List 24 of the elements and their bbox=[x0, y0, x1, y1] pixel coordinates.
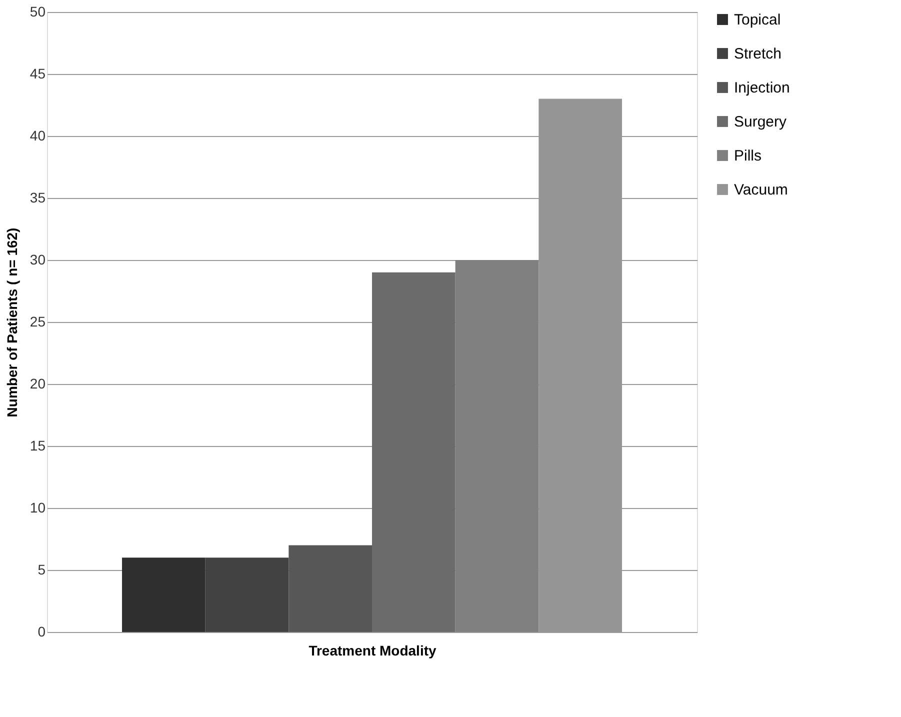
y-tick-label: 30 bbox=[30, 252, 46, 268]
legend-label: Vacuum bbox=[734, 182, 788, 198]
y-tick-label: 10 bbox=[30, 500, 46, 516]
y-tick-label: 50 bbox=[30, 4, 46, 20]
y-tick-label: 15 bbox=[30, 438, 46, 454]
y-tick-label: 5 bbox=[38, 562, 46, 578]
legend-label: Surgery bbox=[734, 114, 788, 130]
y-tick-label: 35 bbox=[30, 190, 46, 206]
bar bbox=[122, 558, 206, 632]
y-tick-label: 40 bbox=[30, 128, 46, 144]
bar bbox=[205, 558, 289, 632]
bar bbox=[455, 260, 539, 632]
legend-label: Stretch bbox=[734, 46, 782, 62]
legend-label: Pills bbox=[734, 148, 762, 164]
legend-label: Injection bbox=[734, 80, 790, 96]
y-tick-label: 20 bbox=[30, 376, 46, 392]
x-axis-title: Treatment Modality bbox=[308, 642, 436, 658]
y-axis-title: Number of Patients ( n= 162) bbox=[4, 228, 20, 418]
y-tick-label: 25 bbox=[30, 314, 46, 330]
legend-label: Topical bbox=[734, 12, 781, 28]
y-tick-label: 45 bbox=[30, 66, 46, 82]
y-tick-label: 0 bbox=[38, 624, 46, 640]
bar bbox=[288, 545, 372, 632]
bar bbox=[372, 272, 456, 632]
